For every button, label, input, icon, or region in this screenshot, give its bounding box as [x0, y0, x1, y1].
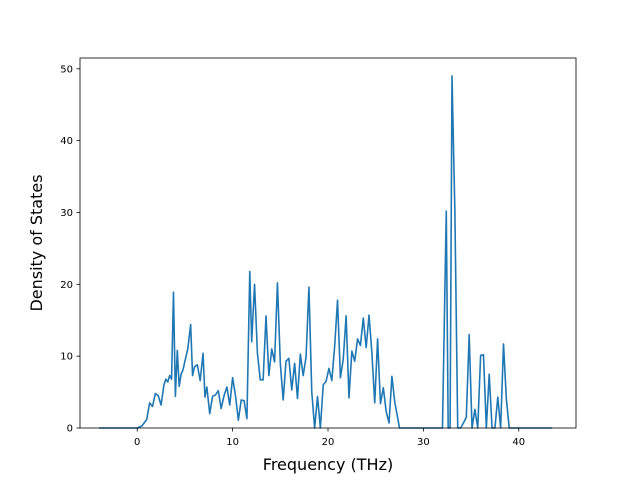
y-tick-label: 30: [60, 208, 73, 219]
x-axis-label: Frequency (THz): [263, 455, 393, 474]
y-tick-label: 40: [60, 136, 73, 147]
y-tick-label: 20: [60, 280, 73, 291]
y-tick-label: 50: [60, 64, 73, 75]
plot-area: [99, 75, 553, 429]
x-tick-label: 20: [322, 437, 335, 448]
x-tick-label: 10: [226, 437, 239, 448]
y-tick-label: 0: [67, 424, 73, 435]
x-tick-label: 40: [512, 437, 525, 448]
y-axis-label: Density of States: [27, 174, 46, 311]
x-tick-label: 30: [417, 437, 430, 448]
series-line-0: [99, 75, 553, 429]
x-tick-label: 0: [134, 437, 140, 448]
axes: 0 10 20 30 40 0 10 20 30 40 50: [60, 57, 577, 448]
y-tick-label: 10: [60, 352, 73, 363]
